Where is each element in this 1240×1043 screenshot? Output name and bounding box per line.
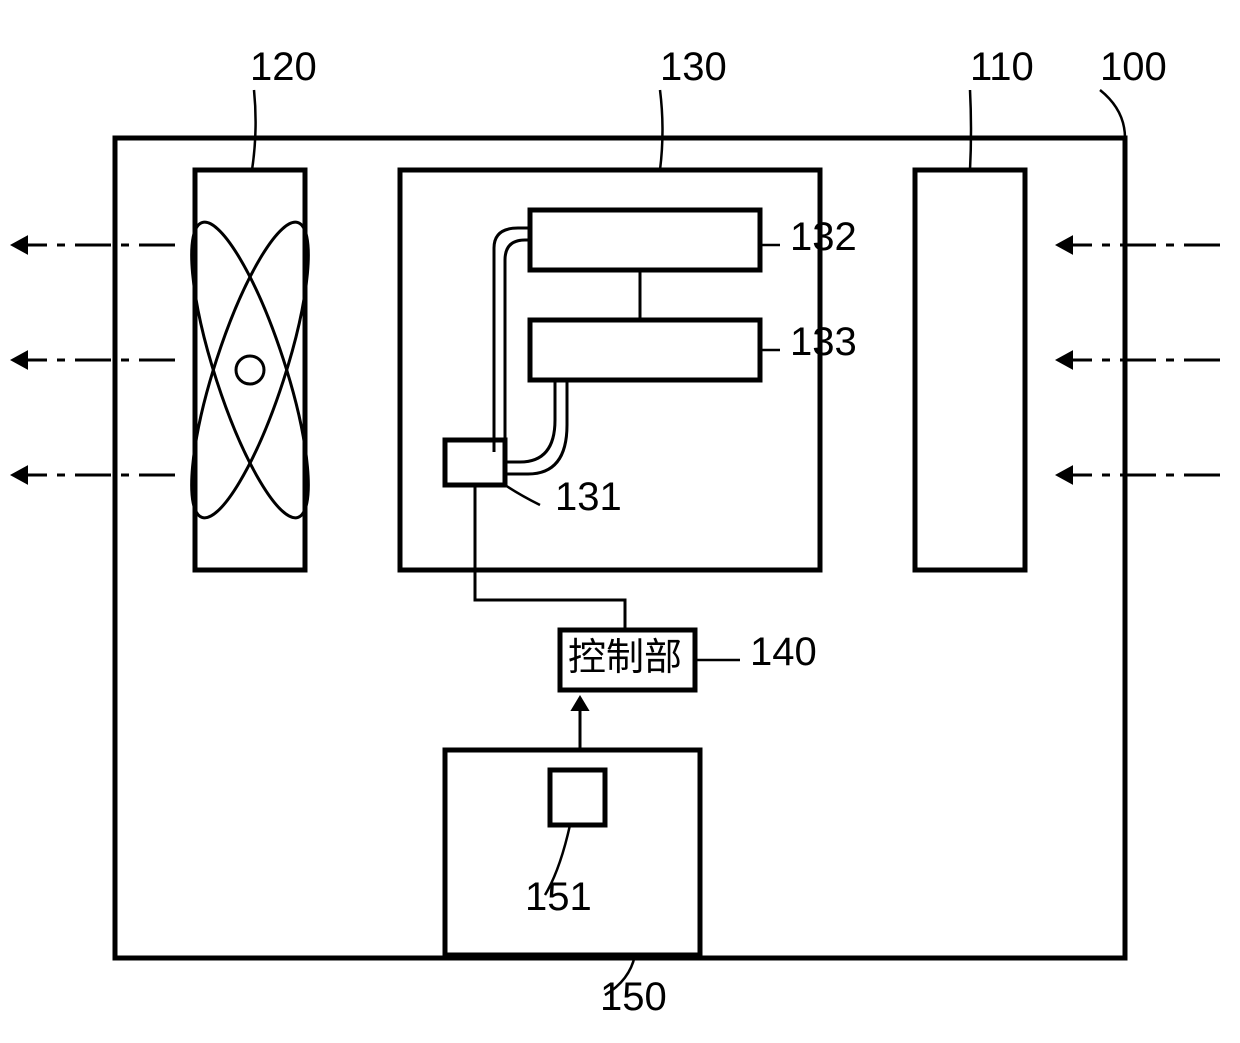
svg-text:100: 100 <box>1100 45 1167 89</box>
svg-text:120: 120 <box>250 45 317 89</box>
svg-text:151: 151 <box>525 875 592 919</box>
svg-text:140: 140 <box>750 630 817 674</box>
svg-text:150: 150 <box>600 975 667 1019</box>
svg-text:控制部: 控制部 <box>568 637 682 679</box>
svg-text:110: 110 <box>970 45 1034 89</box>
svg-text:130: 130 <box>660 45 727 89</box>
svg-text:133: 133 <box>790 320 857 364</box>
svg-text:131: 131 <box>555 475 622 519</box>
svg-text:132: 132 <box>790 215 857 259</box>
